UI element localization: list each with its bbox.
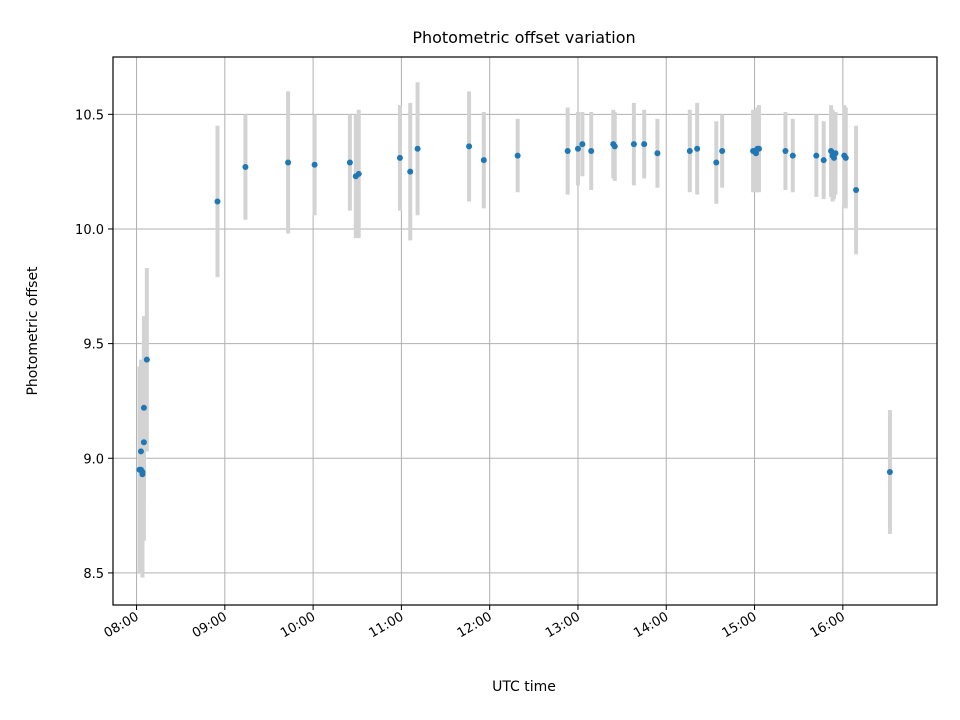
data-point (886, 469, 893, 476)
data-point (140, 439, 147, 446)
data-point (713, 159, 720, 166)
y-tick-label: 10.5 (75, 108, 104, 123)
y-tick-label: 9.5 (83, 338, 104, 353)
data-point (842, 154, 849, 161)
data-point (140, 404, 147, 411)
y-tick-label: 9.0 (83, 452, 104, 467)
data-point (579, 141, 586, 148)
data-point (564, 148, 571, 155)
data-point (813, 152, 820, 159)
data-point (686, 148, 693, 155)
data-point (214, 198, 221, 205)
data-point (346, 159, 353, 166)
data-point (407, 168, 414, 175)
data-point (630, 141, 637, 148)
data-point (832, 150, 839, 157)
x-tick-label: 12:00 (455, 609, 495, 641)
data-point (143, 356, 150, 363)
x-tick-label: 15:00 (720, 609, 760, 641)
data-point (753, 150, 760, 157)
chart-title: Photometric offset variation (412, 28, 635, 47)
data-point (828, 148, 835, 155)
data-point (831, 154, 837, 161)
x-axis-label: UTC time (492, 679, 556, 695)
data-point (853, 186, 860, 193)
error-bars (137, 82, 892, 578)
data-point (396, 154, 403, 161)
data-point (789, 152, 796, 159)
data-point (694, 145, 701, 152)
data-point (285, 159, 292, 166)
x-tick-label: 11:00 (366, 609, 406, 641)
data-point (242, 164, 249, 171)
data-point (137, 448, 144, 455)
data-point (654, 150, 661, 157)
data-point (466, 143, 473, 150)
y-tick-label: 8.5 (83, 567, 104, 582)
y-axis-label: Photometric offset (25, 266, 41, 396)
data-points (136, 141, 893, 478)
data-point (755, 145, 762, 152)
data-point (514, 152, 521, 159)
data-point (574, 145, 581, 152)
data-point (311, 161, 318, 168)
data-point (480, 157, 487, 164)
data-point (588, 148, 595, 155)
grid-lines (113, 57, 937, 605)
data-point (355, 170, 362, 177)
x-tick-label: 10:00 (278, 609, 318, 641)
data-point (820, 157, 827, 164)
x-tick-label: 14:00 (631, 609, 671, 641)
x-tick-label: 09:00 (190, 609, 230, 641)
data-point (414, 145, 421, 152)
y-tick-label: 10.0 (75, 223, 104, 238)
data-point (782, 148, 789, 155)
axis-ticks: 08:00 09:00 10:00 11:00 12:00 13:00 14:00 15:00… (75, 108, 848, 641)
data-point (641, 141, 648, 148)
x-tick-label: 13:00 (543, 609, 583, 641)
data-point (611, 143, 618, 150)
data-point (719, 148, 726, 155)
data-point (139, 471, 146, 478)
plot-frame (112, 56, 938, 606)
x-tick-label: 16:00 (808, 609, 848, 641)
x-tick-label: 08:00 (102, 609, 142, 641)
